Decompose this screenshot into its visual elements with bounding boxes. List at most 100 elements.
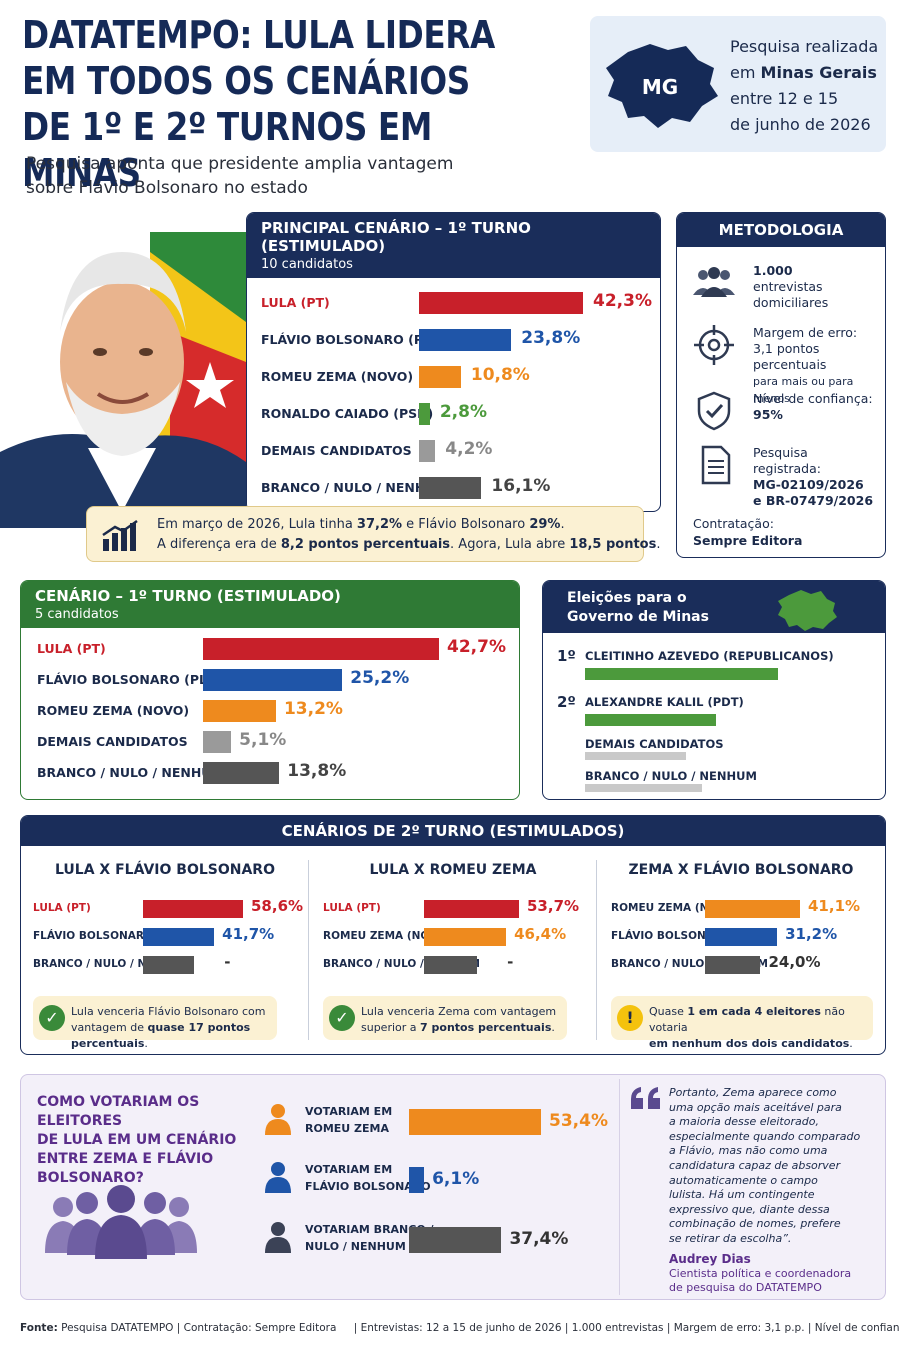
footer-source-label: Fonte: bbox=[20, 1322, 58, 1334]
lula-voters-row: VOTARIAM EM FLÁVIO BOLSONARO 6,1% bbox=[21, 1159, 619, 1199]
title-line: EM TODOS OS CENÁRIOS bbox=[22, 59, 470, 103]
bar-row: FLÁVIO BOLSONARO (PL) 23,8% bbox=[247, 327, 660, 353]
governor-bar bbox=[585, 714, 717, 726]
contract-label: Contratação: bbox=[693, 516, 774, 531]
governor-title-line: Governo de Minas bbox=[567, 609, 709, 625]
bar-row: LULA (PT) 58,6% bbox=[21, 896, 309, 922]
note-bold: quase 17 pontos percentuais bbox=[71, 1021, 251, 1050]
state-badge: MG bbox=[642, 75, 678, 99]
bar bbox=[143, 900, 243, 918]
quote-line: uma opção mais aceitável para bbox=[669, 1100, 842, 1114]
bar bbox=[203, 731, 232, 753]
bar-label: ROMEU ZEMA (NOVO) bbox=[261, 369, 414, 384]
divider bbox=[308, 860, 309, 1040]
methodology-card: METODOLOGIA 1.000 entrevistas domiciliares… bbox=[676, 212, 886, 558]
bar-row: BRANCO / NULO / NENHUM 16,1% bbox=[247, 475, 660, 501]
question-line: BOLSONARO? bbox=[37, 1170, 144, 1186]
scenario5-header: CENÁRIO – 1º TURNO (ESTIMULADO) 5 candid… bbox=[21, 581, 519, 628]
bar-row: ROMEU ZEMA (NOVO) 46,4% bbox=[309, 924, 597, 950]
second-round-panel-title: LULA X ROMEU ZEMA bbox=[369, 862, 537, 878]
label-line: ROMEU ZEMA bbox=[305, 1122, 389, 1135]
governor-label: ALEXANDRE KALIL (PDT) bbox=[585, 695, 744, 709]
second-round-note-text: Quase 1 em cada 4 eleitores não votaria e… bbox=[649, 1004, 873, 1052]
title-line: DATATEMPO: LULA LIDERA bbox=[22, 13, 495, 57]
scenario5-title: CENÁRIO – 1º TURNO (ESTIMULADO) bbox=[35, 587, 341, 605]
note-bold: 8,2 pontos percentuais bbox=[280, 537, 451, 552]
governor-rank: 1º bbox=[557, 647, 576, 665]
bar-value: 24,0% bbox=[768, 953, 821, 971]
principal-note: Em março de 2026, Lula tinha 37,2% e Flá… bbox=[86, 506, 660, 562]
bar bbox=[419, 403, 430, 425]
note-text: . bbox=[560, 517, 565, 532]
note-text: . bbox=[144, 1037, 148, 1050]
bar-value: 41,1% bbox=[808, 897, 861, 915]
bar-row: BRANCO / NULO / NENHUM - bbox=[309, 952, 597, 978]
second-round-panel: LULA X ROMEU ZEMA LULA (PT) 53,7% ROMEU ZEM… bbox=[309, 852, 597, 1052]
quote-attribution: Audrey Dias Cientista política e coorden… bbox=[669, 1252, 879, 1295]
bar-row: BRANCO / NULO / NENHUM - bbox=[21, 952, 309, 978]
lula-voters-label: VOTARIAM EM FLÁVIO BOLSONARO bbox=[305, 1161, 431, 1195]
bar-row: DEMAIS CANDIDATOS 5,1% bbox=[21, 729, 519, 755]
target-icon bbox=[694, 325, 734, 365]
bar-row: LULA (PT) 42,3% bbox=[247, 290, 660, 316]
bar-row: ROMEU ZEMA (NOVO) 13,2% bbox=[21, 698, 519, 724]
bar-label: FLÁVIO BOLSONARO (PL) bbox=[37, 672, 213, 687]
bar-value: 53,7% bbox=[527, 897, 580, 915]
portrait-illustration bbox=[0, 232, 246, 528]
scenario5-subtitle: 5 candidatos bbox=[35, 607, 119, 622]
people-icon bbox=[693, 267, 735, 297]
governor-bar bbox=[585, 752, 687, 760]
bar bbox=[419, 329, 512, 351]
bar-row: RONALDO CAIADO (PSD) 2,8% bbox=[247, 401, 660, 427]
bar bbox=[143, 956, 195, 974]
info-state: Minas Gerais bbox=[760, 63, 877, 82]
principal-scenario-header: PRINCIPAL CENÁRIO – 1º TURNO (ESTIMULADO… bbox=[247, 213, 660, 278]
footer: Fonte: Pesquisa DATATEMPO | Contratação:… bbox=[20, 1322, 900, 1334]
methodology-title: METODOLOGIA bbox=[718, 221, 844, 239]
bar-row: DEMAIS CANDIDATOS 4,2% bbox=[247, 438, 660, 464]
quote-role: Cientista política e coordenadora bbox=[669, 1267, 852, 1280]
title-line: DE 1º E 2º TURNOS EM MINAS bbox=[22, 105, 432, 195]
note-text: A diferença era de bbox=[157, 537, 281, 552]
bar bbox=[705, 956, 761, 974]
bar-row: FLÁVIO BOLSONARO (PL) 41,7% bbox=[21, 924, 309, 950]
bar-value: 2,8% bbox=[439, 402, 487, 422]
info-line: entre 12 e 15 bbox=[730, 89, 839, 108]
footer-details: | Entrevistas: 12 a 15 de junho de 2026 … bbox=[353, 1322, 900, 1334]
label-line: VOTARIAM EM bbox=[305, 1163, 393, 1176]
survey-info-box: MG Pesquisa realizada em Minas Gerais en… bbox=[590, 16, 886, 152]
note-text: . bbox=[551, 1021, 555, 1034]
check-icon: ✓ bbox=[329, 1005, 355, 1031]
bar bbox=[409, 1167, 425, 1193]
bar bbox=[409, 1109, 541, 1135]
note-text: e Flávio Bolsonaro bbox=[402, 517, 530, 532]
bar-row: FLÁVIO BOLSONARO (PL) 31,2% bbox=[597, 924, 885, 950]
quote-text: Portanto, Zema aparece como uma opção ma… bbox=[669, 1086, 879, 1247]
page-title: DATATEMPO: LULA LIDERA EM TODOS OS CENÁR… bbox=[22, 12, 504, 196]
bar-value: 58,6% bbox=[251, 897, 304, 915]
bar-row: ROMEU ZEMA (NOVO) 10,8% bbox=[247, 364, 660, 390]
bar-label: LULA (PT) bbox=[323, 902, 381, 914]
bar-value: 13,8% bbox=[287, 761, 347, 781]
bar-value: 23,8% bbox=[521, 328, 581, 348]
governor-card: Eleições para o Governo de Minas 1º CLEIT… bbox=[542, 580, 886, 800]
quote-line: lulista. Há um contingente bbox=[669, 1188, 815, 1202]
bar-label: ROMEU ZEMA (NOVO) bbox=[37, 703, 190, 718]
governor-rank: 2º bbox=[557, 693, 576, 711]
governor-bar bbox=[585, 668, 779, 680]
bar-value: 31,2% bbox=[785, 925, 838, 943]
quote-line: a maioria desse eleitorado, bbox=[669, 1115, 819, 1129]
bar-label: ROMEU ZEMA (NOVO) bbox=[323, 930, 451, 942]
lula-voters-section: COMO VOTARIAM OS ELEITORES DE LULA EM UM… bbox=[20, 1074, 886, 1300]
bar bbox=[424, 928, 507, 946]
bar bbox=[705, 900, 800, 918]
bar-label: RONALDO CAIADO (PSD) bbox=[261, 406, 434, 421]
quote-line: automaticamente o campo bbox=[669, 1173, 818, 1187]
bar-row: BRANCO / NULO / NENHUM 13,8% bbox=[21, 760, 519, 786]
label-line: FLÁVIO BOLSONARO bbox=[305, 1180, 431, 1193]
bar-label: DEMAIS CANDIDATOS bbox=[261, 443, 412, 458]
bar-value: 37,4% bbox=[509, 1229, 569, 1249]
bar bbox=[424, 956, 478, 974]
governor-row: 2º ALEXANDRE KALIL (PDT) bbox=[557, 693, 871, 726]
person-icon bbox=[265, 1222, 291, 1253]
